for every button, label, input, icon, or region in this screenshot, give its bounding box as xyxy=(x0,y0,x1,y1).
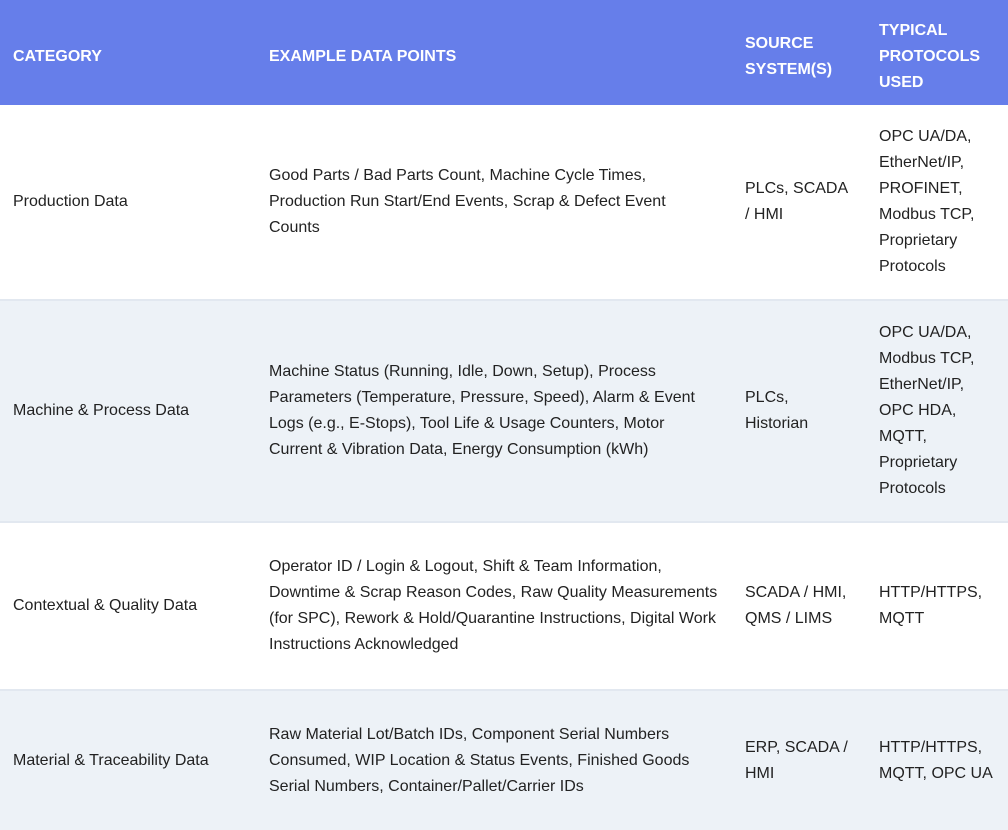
cell-protocols: OPC UA/DA, EtherNet/IP, PROFINET, Modbus… xyxy=(879,128,975,275)
cell-source: PLCs, Historian xyxy=(732,299,866,522)
cell-protocols: HTTP/HTTPS, MQTT, OPC UA xyxy=(866,689,1008,830)
cell-source: ERP, SCADA / HMI xyxy=(732,689,866,830)
table-row: Production Data Good Parts / Bad Parts C… xyxy=(0,105,1008,300)
header-protocols: TYPICAL PROTOCOLS USED xyxy=(866,0,1008,105)
header-examples: EXAMPLE DATA POINTS xyxy=(256,0,732,105)
cell-protocols: OPC UA/DA, Modbus TCP, EtherNet/IP, OPC … xyxy=(866,299,1008,522)
header-source: SOURCE SYSTEM(S) xyxy=(732,0,866,105)
cell-examples: Operator ID / Login & Logout, Shift & Te… xyxy=(256,521,732,690)
cell-category: Contextual & Quality Data xyxy=(0,521,256,690)
table-row: Material & Traceability Data Raw Materia… xyxy=(0,689,1008,830)
cell-category: Machine & Process Data xyxy=(0,299,256,522)
cell-protocols: HTTP/HTTPS, MQTT xyxy=(866,521,1008,690)
header-category: CATEGORY xyxy=(0,0,256,105)
table-row: Machine & Process Data Machine Status (R… xyxy=(0,299,1008,522)
cell-category: Material & Traceability Data xyxy=(0,689,256,830)
cell-category: Production Data xyxy=(13,193,128,210)
cell-examples: Machine Status (Running, Idle, Down, Set… xyxy=(256,299,732,522)
cell-source: SCADA / HMI, QMS / LIMS xyxy=(732,521,866,690)
table-row: Contextual & Quality Data Operator ID / … xyxy=(0,521,1008,690)
table-header-row: CATEGORY EXAMPLE DATA POINTS SOURCE SYST… xyxy=(0,0,1008,105)
cell-examples: Raw Material Lot/Batch IDs, Component Se… xyxy=(256,689,732,830)
cell-source: PLCs, SCADA / HMI xyxy=(745,180,848,223)
cell-examples: Good Parts / Bad Parts Count, Machine Cy… xyxy=(269,167,666,236)
